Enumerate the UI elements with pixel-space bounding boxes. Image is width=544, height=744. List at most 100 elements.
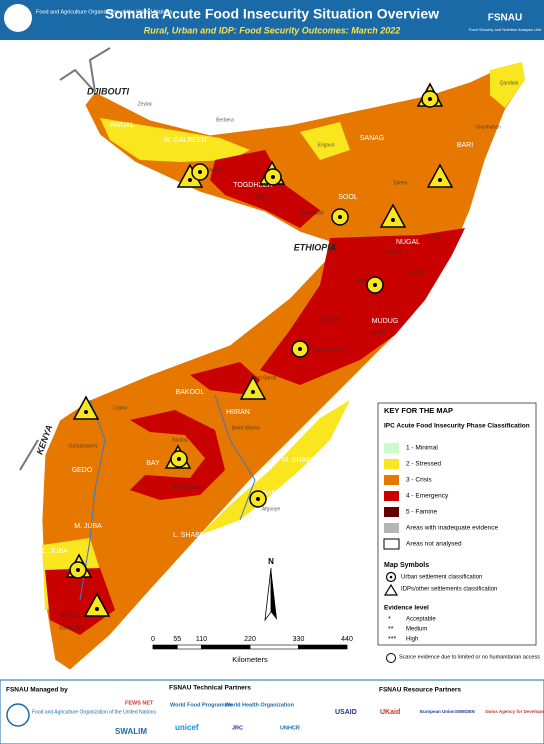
region-label: L. SHABELLE	[173, 532, 217, 539]
district-label: Berbera	[216, 117, 234, 123]
technical-title: FSNAU Technical Partners	[169, 685, 251, 692]
scale-tick-label: 440	[341, 636, 353, 643]
legend-label: 1 - Minimal	[406, 445, 438, 452]
scarce-label: Scarce evidence due to limited or no hum…	[399, 654, 540, 660]
idp-dot	[95, 607, 99, 611]
evidence-label: High	[406, 637, 418, 643]
district-label: Burtinle	[385, 249, 402, 255]
region-label: TOGDHEER	[233, 182, 273, 189]
district-label: Buuhoodle	[300, 210, 324, 216]
subtitle: Rural, Urban and IDP: Food Security Outc…	[144, 25, 401, 35]
symbol-label: Urban settlement classification	[401, 575, 482, 581]
urban-dot	[338, 215, 342, 219]
managed-text: Food and Agriculture Organization of the…	[32, 709, 156, 715]
scale-segment	[298, 644, 348, 650]
scale-segment	[152, 644, 178, 650]
header-bar	[0, 0, 544, 40]
region-label: BARI	[457, 142, 473, 149]
district-label: Hobyo	[371, 329, 386, 335]
district-label: Owdweyne	[201, 167, 226, 173]
scale-tick-label: 220	[244, 636, 256, 643]
emergency-bay	[130, 410, 225, 500]
north-label: N	[268, 557, 274, 566]
stressed-northwest	[100, 118, 250, 162]
technical-partner: JRC	[232, 725, 243, 731]
country-label: DJIBOUTI	[87, 86, 130, 96]
scale-unit: Kilometers	[232, 655, 268, 664]
district-label: Erigavo	[318, 142, 335, 148]
resource-partner: SWEDEN	[455, 709, 475, 714]
stressed-bari	[490, 62, 525, 108]
evidence-label: Acceptable	[406, 617, 436, 623]
scale-tick-label: 0	[151, 636, 155, 643]
evidence-label: Medium	[406, 627, 427, 633]
region-label: W. GALBEED	[163, 137, 206, 144]
legend-swatch	[383, 538, 400, 550]
urban-dot	[177, 457, 181, 461]
north-arrow-right	[271, 568, 277, 620]
technical-partner: unicef	[175, 723, 199, 732]
district-label: Dolow	[113, 405, 127, 411]
urban-dot	[198, 170, 202, 174]
legend-urban	[385, 571, 397, 583]
technical-partner: UNHCR	[280, 725, 300, 731]
stressed-sanag	[300, 122, 350, 160]
evidence-mark: *	[388, 616, 391, 623]
map-symbols	[65, 82, 454, 617]
emergency-togdheer	[210, 150, 320, 228]
district-label: Afgooye	[262, 506, 281, 512]
idp-dot	[188, 178, 192, 182]
region-label: SANAG	[360, 135, 385, 142]
shabelle-river	[214, 394, 256, 521]
legend-title: KEY FOR THE MAP	[384, 406, 453, 415]
region-label: BAY	[146, 460, 160, 467]
idp-dot	[251, 390, 255, 394]
symbol-label: IDPs/other settlements classification	[401, 587, 497, 593]
district-label: Eyl	[434, 234, 441, 240]
legend-label: 3 - Crisis	[406, 477, 432, 484]
legend-subtitle: IPC Acute Food Insecurity Phase Classifi…	[384, 423, 530, 430]
scale-tick-label: 55	[173, 636, 181, 643]
scale-tick-label: 330	[293, 636, 305, 643]
region-label: AWDAL	[110, 122, 135, 129]
district-label: Ceel Barde	[251, 375, 276, 381]
legend-items: IPC Acute Food Insecurity Phase Classifi…	[383, 423, 540, 663]
fsnau-text: Food Security and Nutrition Analysis Uni…	[469, 27, 542, 32]
district-label: Kismayo	[60, 612, 79, 618]
district-label: Jariban	[410, 269, 427, 275]
footer	[0, 679, 544, 744]
scale-tick-label: 110	[196, 636, 207, 643]
idp-triangle	[379, 203, 407, 228]
legend-label: Areas not analysed	[406, 541, 462, 548]
legend-swatch	[384, 443, 399, 453]
resource-partner: European Union	[420, 709, 455, 714]
region-label: HIIRAN	[226, 409, 250, 416]
idp-triangle	[72, 395, 100, 420]
idp-dot	[438, 178, 442, 182]
emergency-central	[260, 228, 465, 385]
legend-swatch	[384, 459, 399, 469]
urban-dot	[256, 497, 260, 501]
idp-triangle	[239, 375, 267, 400]
idp-triangle	[83, 592, 111, 617]
resource-partner: UKaid	[380, 709, 400, 716]
urban-dot	[271, 175, 275, 179]
evidence-title: Evidence level	[384, 605, 429, 612]
scale-segment	[201, 644, 251, 650]
region-label: GEDO	[72, 467, 93, 474]
fao-logo	[4, 4, 32, 32]
district-label: Garbahaarey	[68, 443, 98, 449]
emergency-juba	[45, 568, 115, 635]
legend-box	[377, 402, 537, 646]
idp-dot	[391, 218, 395, 222]
district-label: Taleex	[393, 180, 408, 186]
idp-dot	[84, 410, 88, 414]
region-label: BAKOOL	[176, 389, 205, 396]
footer-partners: SWALIM FEWS NET World Food ProgrammeWorld …	[115, 700, 544, 736]
managed-by: FSNAU Managed by	[6, 687, 68, 694]
fao-text: Food and Agriculture Organization of the…	[36, 9, 173, 15]
district-label: Belet Weyne	[232, 425, 260, 431]
legend-swatch	[384, 491, 399, 501]
